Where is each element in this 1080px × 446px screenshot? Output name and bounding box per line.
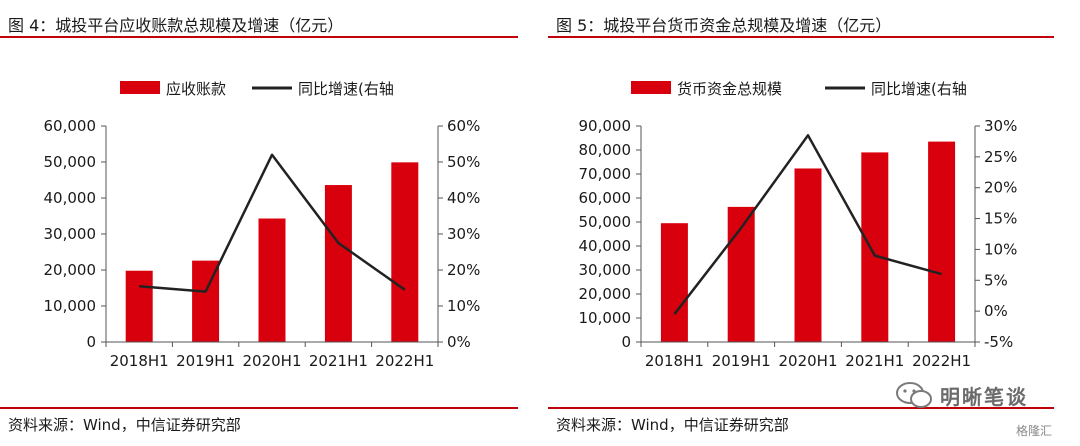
right-tick-label: 40% [447, 189, 480, 207]
left-tick-label: 40,000 [44, 189, 97, 207]
bar [125, 270, 153, 342]
right-tick-label: 5% [984, 271, 1008, 289]
right-tick-label: 50% [447, 153, 480, 171]
watermark-text: 明晰笔谈 [940, 385, 1028, 409]
title-rule [0, 36, 518, 38]
left-tick-label: 80,000 [579, 141, 632, 159]
figure-panel-right: 图 5：城投平台货币资金总规模及增速（亿元） 货币资金总规模 同比增速(右轴 0 10… [548, 0, 1080, 446]
cash-chart: 货币资金总规模 同比增速(右轴 0 10,000 20,000 30,000 40,000 5… [579, 80, 1018, 370]
bar [794, 168, 822, 342]
x-tick-label: 2022H1 [912, 352, 971, 370]
bar [928, 141, 956, 342]
x-tick-label: 2020H1 [243, 352, 302, 370]
x-tick-label: 2018H1 [110, 352, 169, 370]
x-tick-label: 2021H1 [845, 352, 904, 370]
figure-title: 图 4：城投平台应收账款总规模及增速（亿元） [8, 16, 344, 35]
title-rule [548, 36, 1054, 38]
x-tick-label: 2022H1 [375, 352, 434, 370]
left-tick-label: 40,000 [579, 237, 632, 255]
legend-bar-label: 货币资金总规模 [677, 80, 782, 98]
right-tick-label: 25% [984, 148, 1017, 166]
legend-bar-swatch [631, 81, 671, 94]
right-tick-label: 20% [984, 179, 1017, 197]
bar [391, 162, 419, 342]
source-rule [0, 407, 518, 409]
source-rule [548, 407, 1054, 409]
left-tick-label: 0 [86, 333, 96, 351]
right-tick-label: 0% [984, 302, 1008, 320]
right-tick-label: 20% [447, 261, 480, 279]
right-tick-label: 15% [984, 210, 1017, 228]
x-tick-label: 2019H1 [176, 352, 235, 370]
figure-title: 图 5：城投平台货币资金总规模及增速（亿元） [556, 16, 892, 35]
left-tick-label: 0 [621, 333, 631, 351]
watermark-logo: 格隆汇 [1016, 424, 1053, 438]
x-tick-label: 2020H1 [779, 352, 838, 370]
left-tick-label: 20,000 [579, 285, 632, 303]
bar [258, 218, 286, 342]
right-tick-label: 60% [447, 117, 480, 135]
x-tick-label: 2021H1 [309, 352, 368, 370]
legend-bar-swatch [120, 81, 160, 94]
x-tick-label: 2018H1 [645, 352, 704, 370]
source-note: 资料来源：Wind，中信证券研究部 [556, 416, 789, 434]
left-tick-label: 90,000 [579, 117, 632, 135]
wechat-icon [896, 382, 932, 408]
right-tick-label: -5% [984, 333, 1013, 351]
figure-panel-left: 图 4：城投平台应收账款总规模及增速（亿元） 应收账款 同比增速(右轴 0 10,00… [0, 0, 532, 446]
left-tick-label: 10,000 [579, 309, 632, 327]
receivables-chart: 应收账款 同比增速(右轴 0 10,000 20,000 30,000 40,000 50,0… [44, 80, 481, 370]
left-tick-label: 30,000 [44, 225, 97, 243]
right-tick-label: 10% [984, 240, 1017, 258]
bar [660, 223, 688, 342]
left-tick-label: 10,000 [44, 297, 97, 315]
bar [324, 185, 352, 342]
legend-bar-label: 应收账款 [166, 80, 226, 98]
source-note: 资料来源：Wind，中信证券研究部 [8, 416, 241, 434]
legend-line-label: 同比增速(右轴 [871, 80, 967, 98]
left-tick-label: 60,000 [44, 117, 97, 135]
left-tick-label: 50,000 [44, 153, 97, 171]
left-tick-label: 30,000 [579, 261, 632, 279]
left-tick-label: 20,000 [44, 261, 97, 279]
right-tick-label: 30% [447, 225, 480, 243]
left-tick-label: 50,000 [579, 213, 632, 231]
left-tick-label: 60,000 [579, 189, 632, 207]
bar [861, 152, 889, 342]
right-tick-label: 30% [984, 117, 1017, 135]
left-tick-label: 70,000 [579, 165, 632, 183]
right-tick-label: 0% [447, 333, 471, 351]
legend-line-label: 同比增速(右轴 [298, 80, 394, 98]
x-tick-label: 2019H1 [712, 352, 771, 370]
right-tick-label: 10% [447, 297, 480, 315]
